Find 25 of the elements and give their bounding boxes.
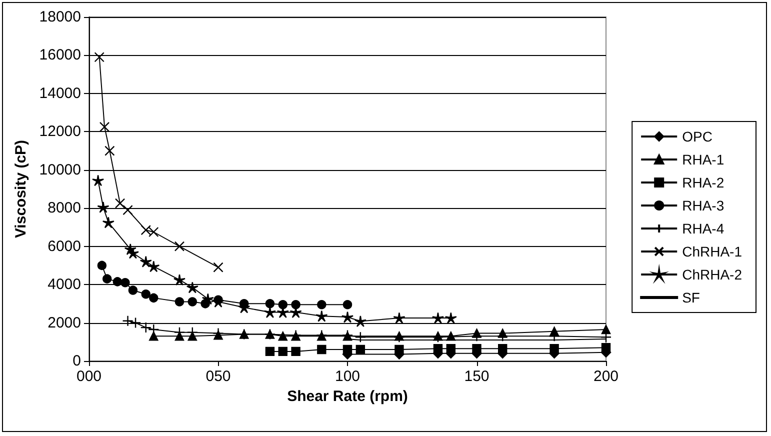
legend-label: ChRHA-2 bbox=[682, 266, 742, 282]
y-tick-label: 10000 bbox=[39, 161, 81, 178]
legend-label: RHA-2 bbox=[682, 174, 724, 190]
legend-label: RHA-1 bbox=[682, 152, 724, 168]
x-axis-title: Shear Rate (rpm) bbox=[287, 388, 408, 405]
legend-label: RHA-3 bbox=[682, 198, 724, 214]
x-tick-label: 000 bbox=[76, 368, 102, 385]
y-tick-label: 14000 bbox=[39, 84, 81, 102]
y-tick-label: 6000 bbox=[48, 238, 81, 255]
x-tick-label: 200 bbox=[593, 368, 619, 385]
y-tick-label: 4000 bbox=[48, 276, 81, 294]
legend-label: OPC bbox=[682, 128, 712, 144]
x-tick-label: 150 bbox=[464, 368, 490, 385]
y-tick-label: 0 bbox=[72, 352, 81, 370]
x-tick-label: 050 bbox=[206, 368, 231, 385]
x-tick-label: 100 bbox=[334, 368, 360, 385]
y-tick-label: 16000 bbox=[39, 46, 81, 64]
y-tick-label: 8000 bbox=[48, 200, 81, 217]
legend-label: RHA-4 bbox=[682, 220, 724, 236]
legend-label: SF bbox=[682, 290, 700, 306]
y-tick-label: 18000 bbox=[39, 8, 81, 26]
y-axis-title: Viscosity (cP) bbox=[12, 140, 30, 238]
y-tick-label: 12000 bbox=[39, 123, 81, 140]
y-tick-label: 2000 bbox=[48, 314, 81, 332]
legend-label: ChRHA-1 bbox=[682, 244, 742, 260]
